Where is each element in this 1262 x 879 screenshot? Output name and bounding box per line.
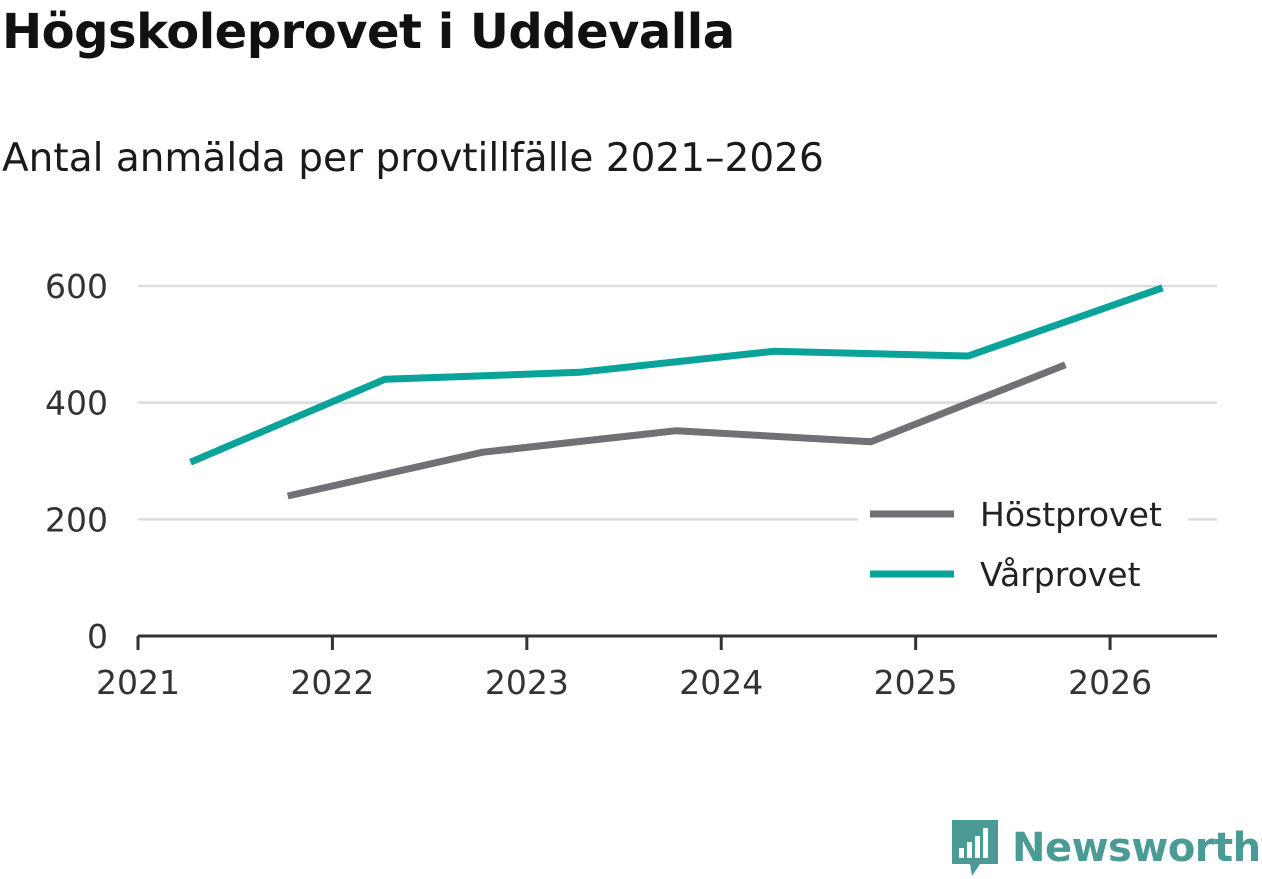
legend: Höstprovet Vårprovet — [858, 488, 1188, 606]
series-line-hostprovet — [286, 361, 1067, 500]
legend-label-hostprovet: Höstprovet — [980, 495, 1162, 534]
x-axis: 2021 2022 2023 2024 2025 2026 — [96, 634, 1217, 702]
y-tick-label-0: 0 — [87, 617, 108, 656]
x-tick-label-2022: 2022 — [290, 663, 374, 702]
x-tick-label-2026: 2026 — [1068, 663, 1152, 702]
x-tick-label-2025: 2025 — [874, 663, 958, 702]
newsworthy-logo-icon — [952, 820, 998, 876]
brand-logo: Newsworthy — [950, 818, 1262, 878]
x-tick-label-2024: 2024 — [679, 663, 763, 702]
chart-subtitle: Antal anmälda per provtillfälle 2021–202… — [2, 136, 824, 181]
legend-background — [858, 488, 1188, 606]
x-tick-label-2023: 2023 — [485, 663, 569, 702]
y-tick-label-600: 600 — [45, 267, 108, 306]
y-tick-label-200: 200 — [45, 500, 108, 539]
series-lines — [189, 284, 1164, 500]
series-line-varprovet — [189, 284, 1164, 466]
legend-label-varprovet: Vårprovet — [980, 555, 1141, 594]
y-tick-label-400: 400 — [45, 384, 108, 423]
chart-title: Högskoleprovet i Uddevalla — [2, 4, 735, 60]
brand-name: Newsworthy — [1012, 825, 1262, 871]
x-tick-label-2021: 2021 — [96, 663, 180, 702]
